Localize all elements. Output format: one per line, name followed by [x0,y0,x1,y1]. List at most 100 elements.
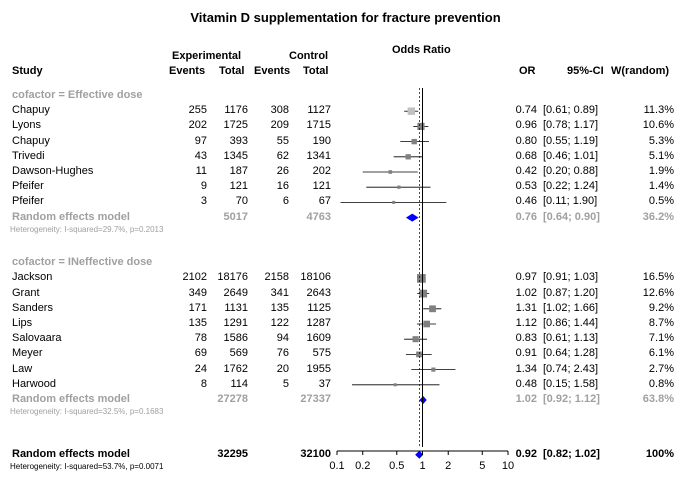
exp-total: 121 [229,180,248,193]
or-value: 1.34 [515,362,537,375]
exp-total: 1291 [223,317,248,329]
weight-value: 6.1% [648,347,674,360]
summary-ci: [0.82; 1.02] [543,447,600,460]
ctrl-events: 16 [276,180,289,193]
ci-value: [0.86; 1.44] [543,317,599,329]
ctrl-total: 2643 [306,286,331,299]
ctrl-total: 121 [312,180,331,193]
summary-exp-total: 27278 [217,393,248,405]
ci-value: [0.74; 2.43] [543,362,599,375]
ctrl-total: 202 [312,165,331,177]
weight-value: 1.9% [648,165,674,177]
header-study: Study [12,65,43,77]
exp-total: 1725 [223,119,248,132]
or-value: 0.83 [515,332,537,345]
study-square [407,107,416,115]
header-ctrl-total: Total [303,65,329,77]
exp-events: 8 [200,377,207,390]
weight-value: 7.1% [648,332,674,345]
or-value: 0.91 [515,347,537,360]
exp-events: 349 [188,286,207,299]
chart-title: Vitamin D supplementation for fracture p… [190,10,501,25]
summary-ctrl-total: 27337 [300,393,331,405]
or-value: 0.42 [515,165,537,177]
subgroup-label: cofactor = INeffective dose [12,256,153,269]
subgroup-label: cofactor = Effective dose [12,89,143,101]
study-name: Jackson [12,271,53,284]
exp-total: 2649 [223,286,248,299]
ctrl-events: 76 [276,347,289,360]
summary-or: 1.02 [515,393,537,405]
summary-exp-total: 5017 [223,210,248,223]
weight-value: 16.5% [642,271,674,284]
ctrl-total: 1715 [306,119,331,132]
study-name: Salovaara [12,332,62,345]
ci-value: [0.20; 0.88] [543,165,599,177]
summary-exp-total: 32295 [217,447,248,460]
exp-events: 43 [194,149,207,162]
summary-label: Random effects model [12,210,130,223]
ctrl-events: 308 [270,104,289,117]
study-square [417,122,425,130]
x-tick-label: 10 [502,460,514,472]
summary-ctrl-total: 4763 [306,210,331,223]
header-control: Control [289,50,329,62]
study-square [429,305,436,313]
ctrl-events: 341 [270,286,289,299]
summary-weight: 100% [645,447,674,460]
exp-total: 1176 [224,104,248,117]
weight-value: 10.6% [642,119,674,132]
ci-value: [0.91; 1.03] [543,271,599,284]
study-name: Chapuy [12,134,50,147]
study-square [431,367,436,372]
exp-events: 135 [188,317,207,329]
exp-total: 1762 [223,362,248,375]
ctrl-events: 62 [276,149,289,162]
summary-ctrl-total: 32100 [300,447,331,460]
exp-events: 9 [200,180,207,193]
exp-events: 255 [188,104,207,117]
ctrl-total: 1125 [307,301,331,314]
ctrl-events: 5 [282,377,289,390]
header-ci: 95%-CI [567,65,604,77]
heterogeneity-text: Heterogeneity: I-squared=53.7%, p=0.0071 [10,461,164,471]
study-square [405,154,411,160]
or-value: 0.46 [515,195,537,208]
summary-weight: 36.2% [642,210,674,223]
summary-or: 0.76 [515,210,537,223]
study-square [416,351,422,358]
summary-diamond [415,450,424,459]
study-name: Pfeifer [12,180,44,193]
study-name: Chapuy [12,104,50,117]
summary-or: 0.92 [515,447,537,460]
weight-value: 5.3% [648,134,674,147]
summary-weight: 63.8% [642,393,674,405]
study-name: Lyons [12,119,41,132]
exp-events: 2102 [182,271,207,284]
study-square [412,336,419,343]
or-value: 0.48 [515,377,537,390]
summary-ci: [0.64; 0.90] [543,210,600,223]
exp-total: 18176 [217,271,248,284]
ctrl-total: 1955 [306,362,331,375]
ctrl-events: 209 [270,119,289,132]
exp-total: 1345 [223,149,248,162]
or-value: 0.97 [515,271,537,284]
x-tick-label: 0.5 [389,460,404,472]
ci-value: [0.46; 1.01] [543,149,599,162]
ctrl-total: 575 [312,347,331,360]
study-name: Dawson-Hughes [12,165,94,177]
study-square [397,185,401,189]
header-or: OR [519,65,536,77]
exp-total: 70 [235,195,248,208]
header-ctrl-events: Events [254,65,291,77]
exp-total: 393 [229,134,248,147]
x-tick-label: 2 [445,460,451,472]
header-exp-events: Events [169,65,206,77]
weight-value: 1.4% [648,180,674,193]
header-weight: W(random) [611,65,670,77]
weight-value: 8.7% [648,317,674,329]
ctrl-total: 1609 [306,332,331,345]
ci-value: [0.15; 1.58] [543,377,599,390]
study-square [423,320,431,328]
